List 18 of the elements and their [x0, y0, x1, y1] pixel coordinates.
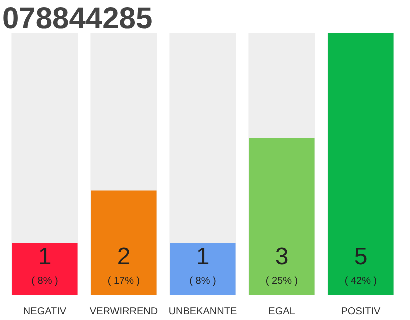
annotation: ( 17% )	[108, 276, 140, 287]
data-label: 1	[38, 244, 52, 271]
x-tick-label: VERWIRREND	[90, 306, 158, 318]
annotation: ( 25% )	[266, 276, 298, 287]
data-label: 3	[275, 244, 289, 271]
data-label: 1	[196, 244, 210, 271]
bar	[12, 243, 78, 296]
chart-title: 078844285	[2, 2, 153, 36]
bar	[170, 243, 236, 296]
x-tick-label: UNBEKANNTE	[168, 306, 238, 318]
annotation: ( 42% )	[344, 276, 378, 287]
data-label: 2	[117, 244, 131, 271]
x-tick-label: NEGATIV	[23, 306, 67, 318]
annotation: ( 8% )	[190, 276, 216, 287]
x-tick-label: POSITIV	[341, 306, 382, 318]
x-tick-label: EGAL	[268, 306, 296, 318]
data-label: 5	[354, 244, 368, 271]
annotation: ( 8% )	[32, 276, 58, 287]
